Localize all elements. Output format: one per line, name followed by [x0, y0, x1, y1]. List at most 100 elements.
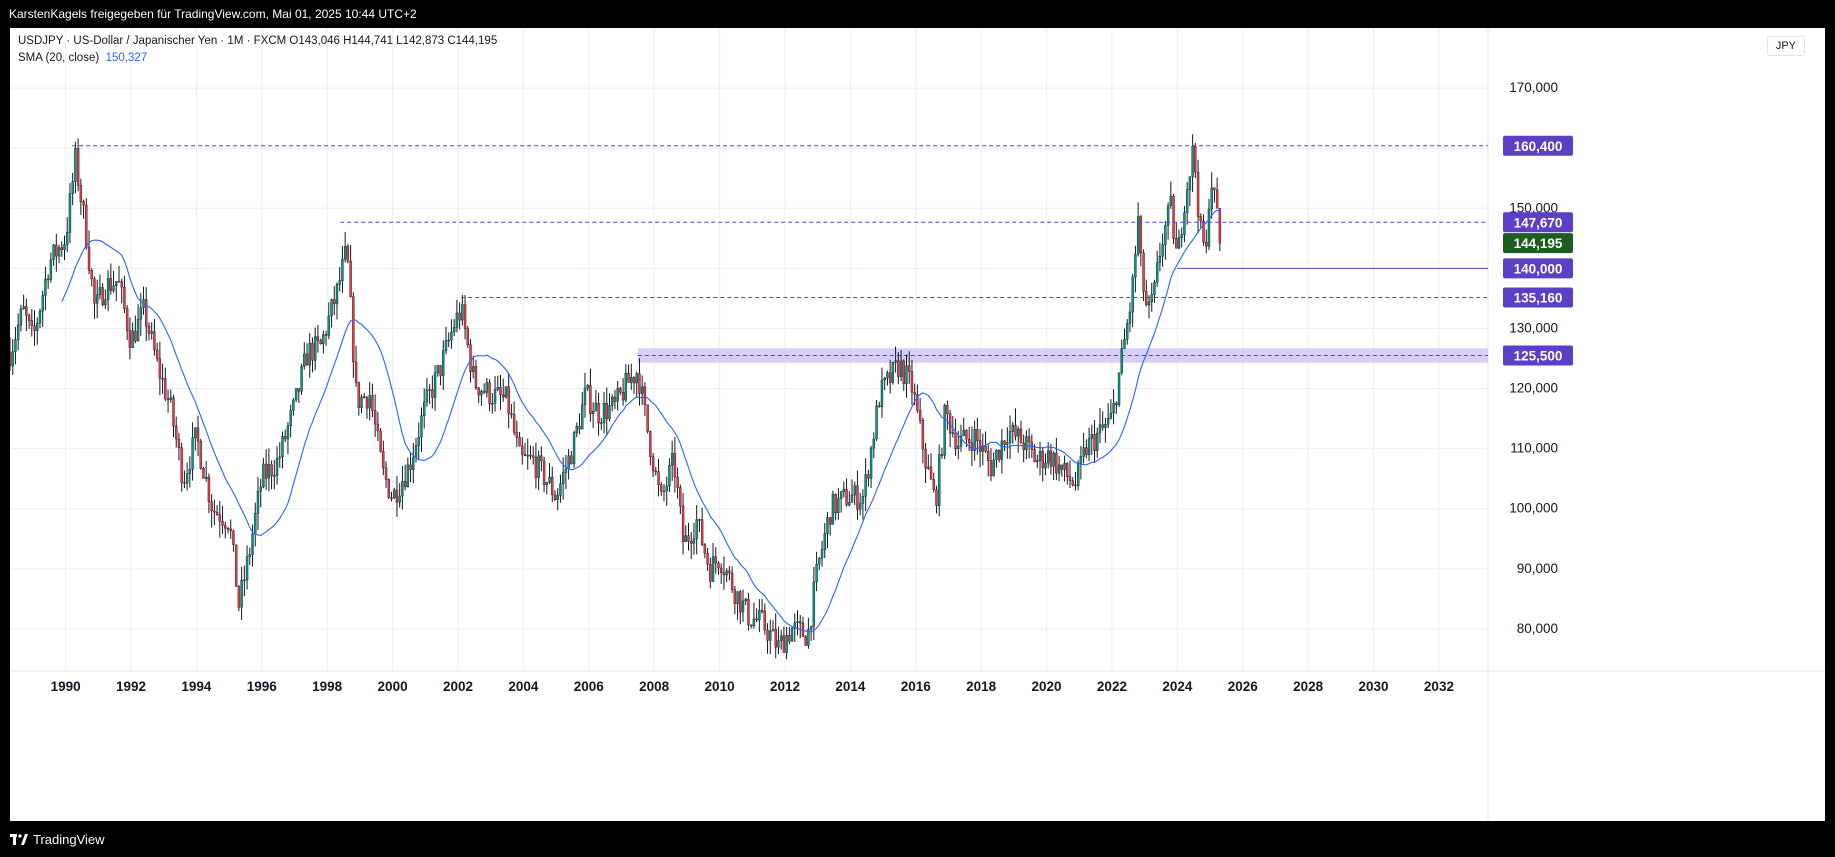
candle-up: [131, 330, 134, 348]
candle-up: [883, 377, 886, 381]
candlestick-chart[interactable]: 80,000 90,000 100,000 110,000 120,000 130,000…: [10, 28, 1825, 821]
candle-down: [264, 463, 268, 479]
candle-down: [213, 510, 216, 513]
tradingview-logo[interactable]: TradingView: [10, 832, 105, 847]
candle-up: [254, 513, 257, 535]
candle-down: [730, 572, 734, 590]
candle-up: [1017, 428, 1020, 437]
candle-down: [766, 629, 769, 641]
price-tick-label: 90,000: [1517, 561, 1558, 576]
candle-up: [796, 621, 799, 624]
candle-down: [474, 366, 478, 389]
candle-up: [1082, 447, 1085, 457]
candle-down: [553, 494, 557, 500]
candle-up: [1161, 244, 1164, 257]
candle-up: [11, 351, 14, 367]
candle-up: [1188, 176, 1192, 190]
sma-legend[interactable]: SMA (20, close) 150,327: [18, 50, 497, 67]
candle-down: [1175, 238, 1178, 249]
candle-up: [16, 324, 20, 340]
candle-down: [676, 476, 679, 488]
candle-down: [76, 148, 80, 186]
share-header: KarstenKagels freigegeben für TradingVie…: [0, 0, 1835, 28]
candle-up: [665, 485, 668, 492]
time-tick-label: 2020: [1032, 679, 1062, 694]
candle-down: [60, 247, 63, 250]
candle-down: [646, 404, 649, 432]
candle-up: [1191, 146, 1194, 177]
candle-down: [643, 386, 647, 405]
candle-up: [66, 232, 69, 245]
candle-up: [630, 377, 633, 383]
candle-up: [684, 535, 687, 542]
candle-up: [22, 306, 25, 310]
candle-down: [376, 423, 380, 432]
candle-up: [1207, 208, 1211, 247]
candle-up: [668, 464, 671, 487]
candle-down: [123, 286, 126, 309]
candle-down: [1202, 220, 1205, 243]
candle-down: [627, 372, 630, 383]
currency-button[interactable]: JPY: [1766, 36, 1805, 56]
candle-up: [842, 488, 846, 492]
candle-up: [831, 493, 835, 525]
candle-down: [482, 390, 486, 393]
candle-up: [1183, 212, 1186, 235]
candle-up: [185, 473, 189, 484]
candle-up: [425, 389, 429, 403]
candle-down: [311, 342, 314, 361]
time-tick-label: 2008: [639, 679, 670, 694]
candle-up: [771, 629, 775, 632]
candle-down: [155, 349, 159, 359]
price-tick-label: 150,000: [1509, 200, 1558, 215]
candle-down: [352, 296, 355, 363]
candle-up: [575, 425, 578, 433]
time-tick-label: 2022: [1097, 679, 1127, 694]
time-tick-label: 2032: [1424, 679, 1454, 694]
candle-up: [1076, 463, 1080, 487]
candle-up: [504, 386, 508, 398]
candle-down: [224, 525, 227, 529]
candle-up: [581, 404, 584, 430]
candle-up: [777, 640, 780, 648]
candle-down: [976, 429, 979, 441]
candle-up: [292, 399, 295, 411]
candle-down: [540, 455, 543, 462]
candle-up: [104, 299, 107, 306]
candle-up: [74, 148, 77, 182]
candle-up: [872, 438, 876, 449]
candle-down: [316, 336, 320, 341]
candle-up: [455, 312, 459, 328]
candle-up: [303, 353, 306, 367]
candle-down: [226, 527, 230, 530]
candle-up: [1150, 294, 1153, 303]
candle-down: [834, 493, 837, 514]
chart-frame[interactable]: 80,000 90,000 100,000 110,000 120,000 130,000…: [10, 28, 1825, 821]
resistance-zone: [637, 348, 1488, 363]
candle-up: [1087, 438, 1091, 455]
candle-down: [621, 392, 625, 401]
candle-down: [755, 618, 758, 621]
candle-up: [1158, 256, 1162, 263]
candle-up: [491, 403, 494, 405]
candle-up: [1147, 301, 1151, 306]
candle-down: [867, 474, 870, 479]
candle-up: [414, 445, 418, 458]
candle-up: [52, 244, 55, 260]
candle-down: [997, 450, 1001, 460]
candle-down: [166, 398, 170, 401]
candle-up: [41, 295, 44, 312]
candle-up: [262, 463, 265, 488]
candle-down: [856, 485, 859, 510]
candle-up: [769, 630, 772, 641]
candle-up: [1117, 372, 1121, 406]
candle-up: [880, 379, 884, 408]
candle-down: [1218, 208, 1222, 244]
candle-up: [1006, 442, 1009, 445]
candle-up: [1036, 460, 1039, 462]
candle-up: [572, 432, 576, 465]
candle-up: [289, 410, 292, 427]
candle-up: [1155, 262, 1159, 283]
candle-down: [499, 387, 502, 396]
candle-down: [125, 308, 129, 331]
